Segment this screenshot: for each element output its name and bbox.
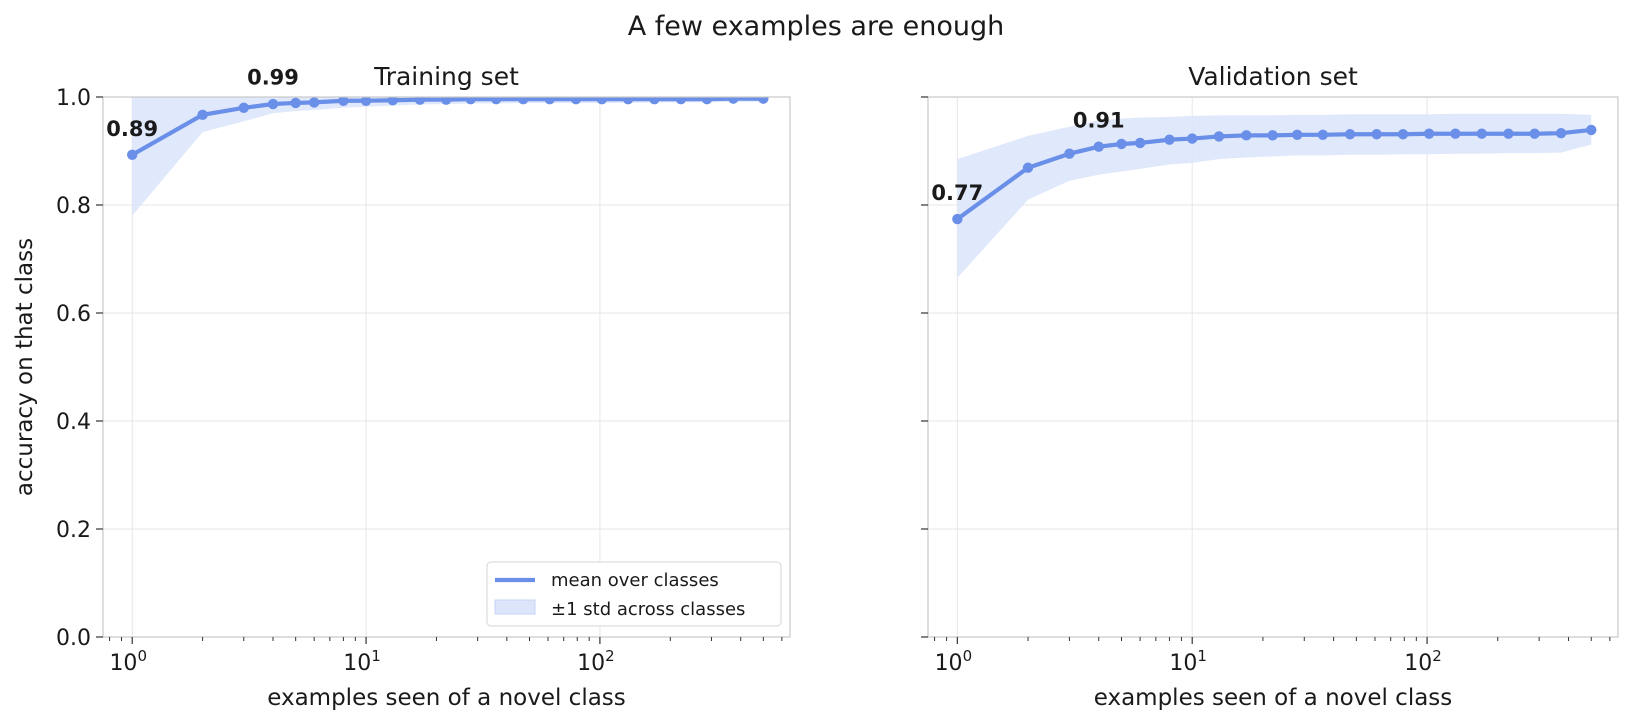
train-ytick-label-5: 1.0 bbox=[56, 86, 91, 111]
train-axes-frame bbox=[102, 96, 791, 638]
val-point-6 bbox=[1164, 134, 1175, 145]
val-xtick-label-2: 102 bbox=[1404, 647, 1442, 676]
train-ytick-label-2: 0.4 bbox=[56, 410, 91, 435]
train-y-axis-label: accuracy on that class bbox=[12, 238, 38, 496]
train-point-19 bbox=[675, 97, 687, 105]
train-point-11 bbox=[465, 97, 476, 105]
train-point-0 bbox=[127, 149, 138, 160]
val-point-14 bbox=[1371, 129, 1382, 140]
train-point-17 bbox=[622, 97, 634, 105]
train-x-axis-label: examples seen of a novel class bbox=[267, 685, 626, 711]
train-point-15 bbox=[570, 97, 582, 105]
train-point-7 bbox=[360, 97, 372, 106]
figure-title: A few examples are enough bbox=[628, 11, 1005, 42]
val-plot-area bbox=[952, 113, 1597, 278]
val-point-7 bbox=[1187, 133, 1198, 144]
val-point-0 bbox=[952, 213, 963, 225]
val-point-9 bbox=[1241, 130, 1252, 141]
train-point-4 bbox=[290, 97, 301, 109]
val-point-22 bbox=[1586, 124, 1597, 136]
train-point-13 bbox=[518, 97, 529, 105]
train-point-22 bbox=[758, 97, 769, 104]
val-point-17 bbox=[1450, 128, 1461, 139]
train-std-band bbox=[132, 97, 764, 216]
train-point-2 bbox=[238, 102, 249, 114]
val-point-4 bbox=[1116, 138, 1127, 150]
legend-band-swatch bbox=[494, 599, 536, 615]
val-point-15 bbox=[1397, 129, 1409, 140]
train-xtick-label-1: 101 bbox=[343, 647, 381, 676]
train-point-1 bbox=[197, 109, 208, 121]
val-point-8 bbox=[1213, 131, 1225, 142]
train-point-12 bbox=[490, 97, 502, 105]
train-annotation-0: 0.89 bbox=[106, 117, 158, 141]
train-panel-title: Training set bbox=[373, 62, 519, 91]
val-point-1 bbox=[1022, 162, 1034, 173]
train-xtick-label-0: 100 bbox=[109, 647, 147, 676]
val-point-12 bbox=[1317, 129, 1329, 140]
train-ytick-label-3: 0.6 bbox=[56, 302, 91, 327]
train-xtick-label-2: 102 bbox=[577, 647, 615, 676]
legend-box bbox=[486, 561, 782, 627]
val-xtick-label-1: 101 bbox=[1169, 647, 1207, 676]
val-point-10 bbox=[1267, 130, 1278, 141]
val-annotation-0: 0.77 bbox=[931, 181, 983, 205]
val-point-20 bbox=[1529, 128, 1540, 139]
train-ytick-label-0: 0.0 bbox=[56, 626, 91, 651]
train-point-6 bbox=[338, 97, 349, 106]
val-point-11 bbox=[1292, 129, 1303, 140]
train-point-14 bbox=[544, 97, 555, 105]
train-point-5 bbox=[308, 97, 320, 108]
train-annotation-1: 0.99 bbox=[247, 65, 299, 89]
val-point-18 bbox=[1476, 128, 1487, 139]
train-point-8 bbox=[387, 97, 398, 106]
training-panel: 0.0 0.2 0.4 0.6 0.8 1.0 100 101 102 Training set e… bbox=[12, 62, 791, 711]
legend-label-std: ±1 std across classes bbox=[551, 599, 745, 620]
val-point-2 bbox=[1064, 148, 1075, 159]
train-point-9 bbox=[414, 97, 426, 105]
val-xtick-label-0: 100 bbox=[935, 647, 973, 676]
val-annotation-1: 0.91 bbox=[1073, 109, 1125, 133]
train-point-21 bbox=[728, 97, 739, 104]
val-std-band bbox=[957, 113, 1592, 278]
val-point-19 bbox=[1503, 128, 1514, 139]
train-point-3 bbox=[267, 98, 279, 110]
train-point-10 bbox=[440, 97, 452, 105]
val-point-16 bbox=[1423, 128, 1435, 139]
train-point-16 bbox=[596, 97, 608, 105]
val-point-3 bbox=[1093, 141, 1104, 152]
val-point-21 bbox=[1555, 127, 1567, 139]
val-point-5 bbox=[1134, 137, 1146, 149]
train-ytick-label-4: 0.8 bbox=[56, 194, 91, 219]
val-x-axis-label: examples seen of a novel class bbox=[1094, 685, 1453, 711]
train-point-20 bbox=[701, 97, 713, 105]
val-panel-title: Validation set bbox=[1188, 62, 1358, 91]
train-plot-area bbox=[127, 97, 769, 216]
train-ytick-label-1: 0.2 bbox=[56, 518, 91, 543]
validation-panel: 100 101 102 Validation set examples seen of … bbox=[921, 62, 1619, 711]
legend-label-mean: mean over classes bbox=[551, 570, 719, 591]
train-legend: mean over classes ±1 std across classes bbox=[486, 561, 782, 627]
val-axes-frame bbox=[927, 96, 1619, 638]
val-point-13 bbox=[1344, 129, 1356, 140]
train-point-18 bbox=[649, 97, 660, 105]
